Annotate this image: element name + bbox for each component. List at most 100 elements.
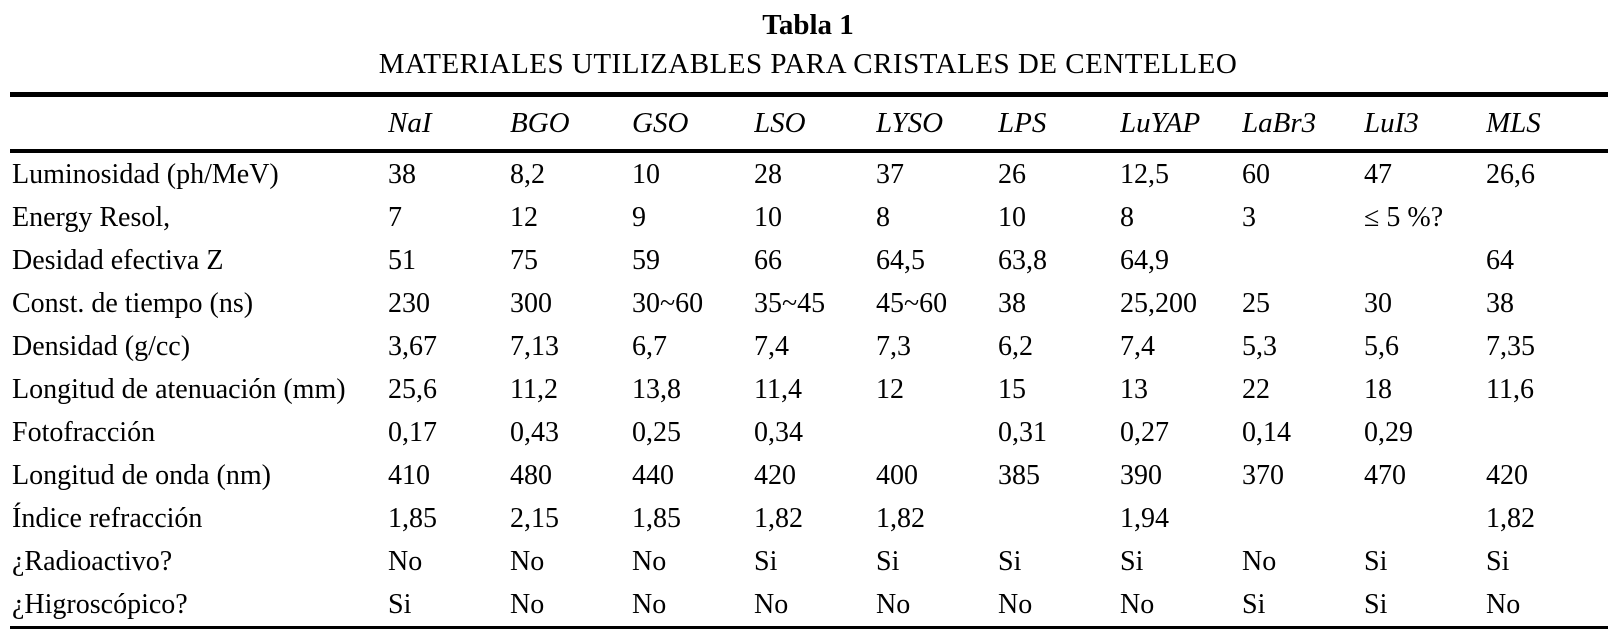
value-cell: 47 [1364,159,1392,190]
value-cell: 12 [876,374,904,405]
value-cell: No [876,589,911,620]
value-cell: 5,6 [1364,331,1399,362]
value-cell: 35~45 [754,288,826,319]
table-row: Fotofracción 0,17 0,43 0,25 0,34 0,31 0,27 0,14… [10,411,1608,454]
value-cell: 370 [1242,460,1284,491]
column-header: LPS [998,94,1120,153]
value-cell: No [1242,546,1277,577]
value-cell: 0,31 [998,417,1047,448]
value-cell: 11,4 [754,374,802,405]
value-cell: 2,15 [510,503,559,534]
value-cell: 440 [632,460,674,491]
value-cell: 10 [754,202,782,233]
value-cell: 60 [1242,159,1270,190]
table-header: NaI BGO GSO LSO LYSO LPS LuYAP LaBr3 LuI3 MLS [10,94,1608,153]
value-cell: 410 [388,460,430,491]
value-cell: 59 [632,245,660,276]
value-cell: 1,94 [1120,503,1169,534]
value-cell: 420 [1486,460,1528,491]
value-cell: 9 [632,202,646,233]
row-label: ¿Higroscópico? [12,589,188,620]
column-header: NaI [388,94,510,153]
value-cell: 45~60 [876,288,948,319]
value-cell: 0,25 [632,417,681,448]
value-cell: 3 [1242,202,1256,233]
column-header: LSO [754,94,876,153]
table-row: Luminosidad (ph/MeV) 38 8,2 10 28 37 26 12,5 60 4… [10,151,1608,196]
value-cell [998,497,1120,540]
table-row: ¿Higroscópico? Si No No No No No No Si Si No [10,583,1608,628]
value-cell: 11,6 [1486,374,1534,405]
value-cell: 12 [510,202,538,233]
value-cell: 400 [876,460,918,491]
value-cell: 470 [1364,460,1406,491]
value-cell: 10 [632,159,660,190]
value-cell: 75 [510,245,538,276]
value-cell: Si [1242,589,1266,620]
value-cell: 0,14 [1242,417,1291,448]
value-cell: 30~60 [632,288,704,319]
value-cell: 7,13 [510,331,559,362]
column-header: GSO [632,94,754,153]
row-label: Energy Resol, [12,202,171,233]
value-cell: 38 [1486,288,1514,319]
value-cell [1486,411,1608,454]
value-cell: 1,82 [1486,503,1535,534]
column-header: LuI3 [1364,94,1486,153]
value-cell: 3,67 [388,331,437,362]
value-cell: 26,6 [1486,159,1535,190]
value-cell: 13,8 [632,374,681,405]
value-cell: No [754,589,789,620]
value-cell: 0,43 [510,417,559,448]
value-cell: 18 [1364,374,1392,405]
table-row: ¿Radioactivo? No No No Si Si Si Si No Si Si [10,540,1608,583]
materials-table: NaI BGO GSO LSO LYSO LPS LuYAP LaBr3 LuI3 MLS Lum… [10,92,1608,629]
value-cell: Si [1486,546,1510,577]
value-cell: 38 [388,159,416,190]
value-cell [1364,239,1486,282]
value-cell: 13 [1120,374,1148,405]
value-cell: 66 [754,245,782,276]
value-cell: No [998,589,1033,620]
row-label: Luminosidad (ph/MeV) [12,159,279,190]
column-header: LYSO [876,94,998,153]
table-body: Luminosidad (ph/MeV) 38 8,2 10 28 37 26 12,5 60 4… [10,151,1608,628]
value-cell: 37 [876,159,904,190]
value-cell: 7,4 [754,331,789,362]
value-cell: 420 [754,460,796,491]
value-cell: 1,85 [632,503,681,534]
value-cell: ≤ 5 %? [1364,202,1444,233]
value-cell: No [510,589,545,620]
value-cell: 25,6 [388,374,437,405]
value-cell: 480 [510,460,552,491]
table-row: Índice refracción 1,85 2,15 1,85 1,82 1,82 1,9… [10,497,1608,540]
value-cell: 0,17 [388,417,437,448]
value-cell [1242,497,1364,540]
value-cell [1364,497,1486,540]
value-cell: 38 [998,288,1026,319]
value-cell: 7,4 [1120,331,1155,362]
row-label: Desidad efectiva Z [12,245,224,276]
row-label: ¿Radioactivo? [12,546,173,577]
table-row: Desidad efectiva Z 51 75 59 66 64,5 63,8 64,9 64 [10,239,1608,282]
value-cell: 8 [1120,202,1134,233]
row-label: Fotofracción [12,417,156,448]
value-cell: 6,7 [632,331,667,362]
value-cell: 64,5 [876,245,925,276]
value-cell: No [1120,589,1155,620]
value-cell: 0,34 [754,417,803,448]
value-cell: Si [1120,546,1144,577]
value-cell: 390 [1120,460,1162,491]
value-cell: 51 [388,245,416,276]
value-cell: 11,2 [510,374,558,405]
row-label: Densidad (g/cc) [12,331,191,362]
value-cell: Si [754,546,778,577]
value-cell: Si [876,546,900,577]
table-row: Energy Resol, 7 12 9 10 8 10 8 3 ≤ 5 %? [10,196,1608,239]
value-cell: 7,35 [1486,331,1535,362]
value-cell: 8,2 [510,159,545,190]
table-subtitle: MATERIALES UTILIZABLES PARA CRISTALES DE… [378,48,1238,80]
value-cell: 0,27 [1120,417,1169,448]
corner-cell [10,94,388,153]
value-cell: 230 [388,288,430,319]
